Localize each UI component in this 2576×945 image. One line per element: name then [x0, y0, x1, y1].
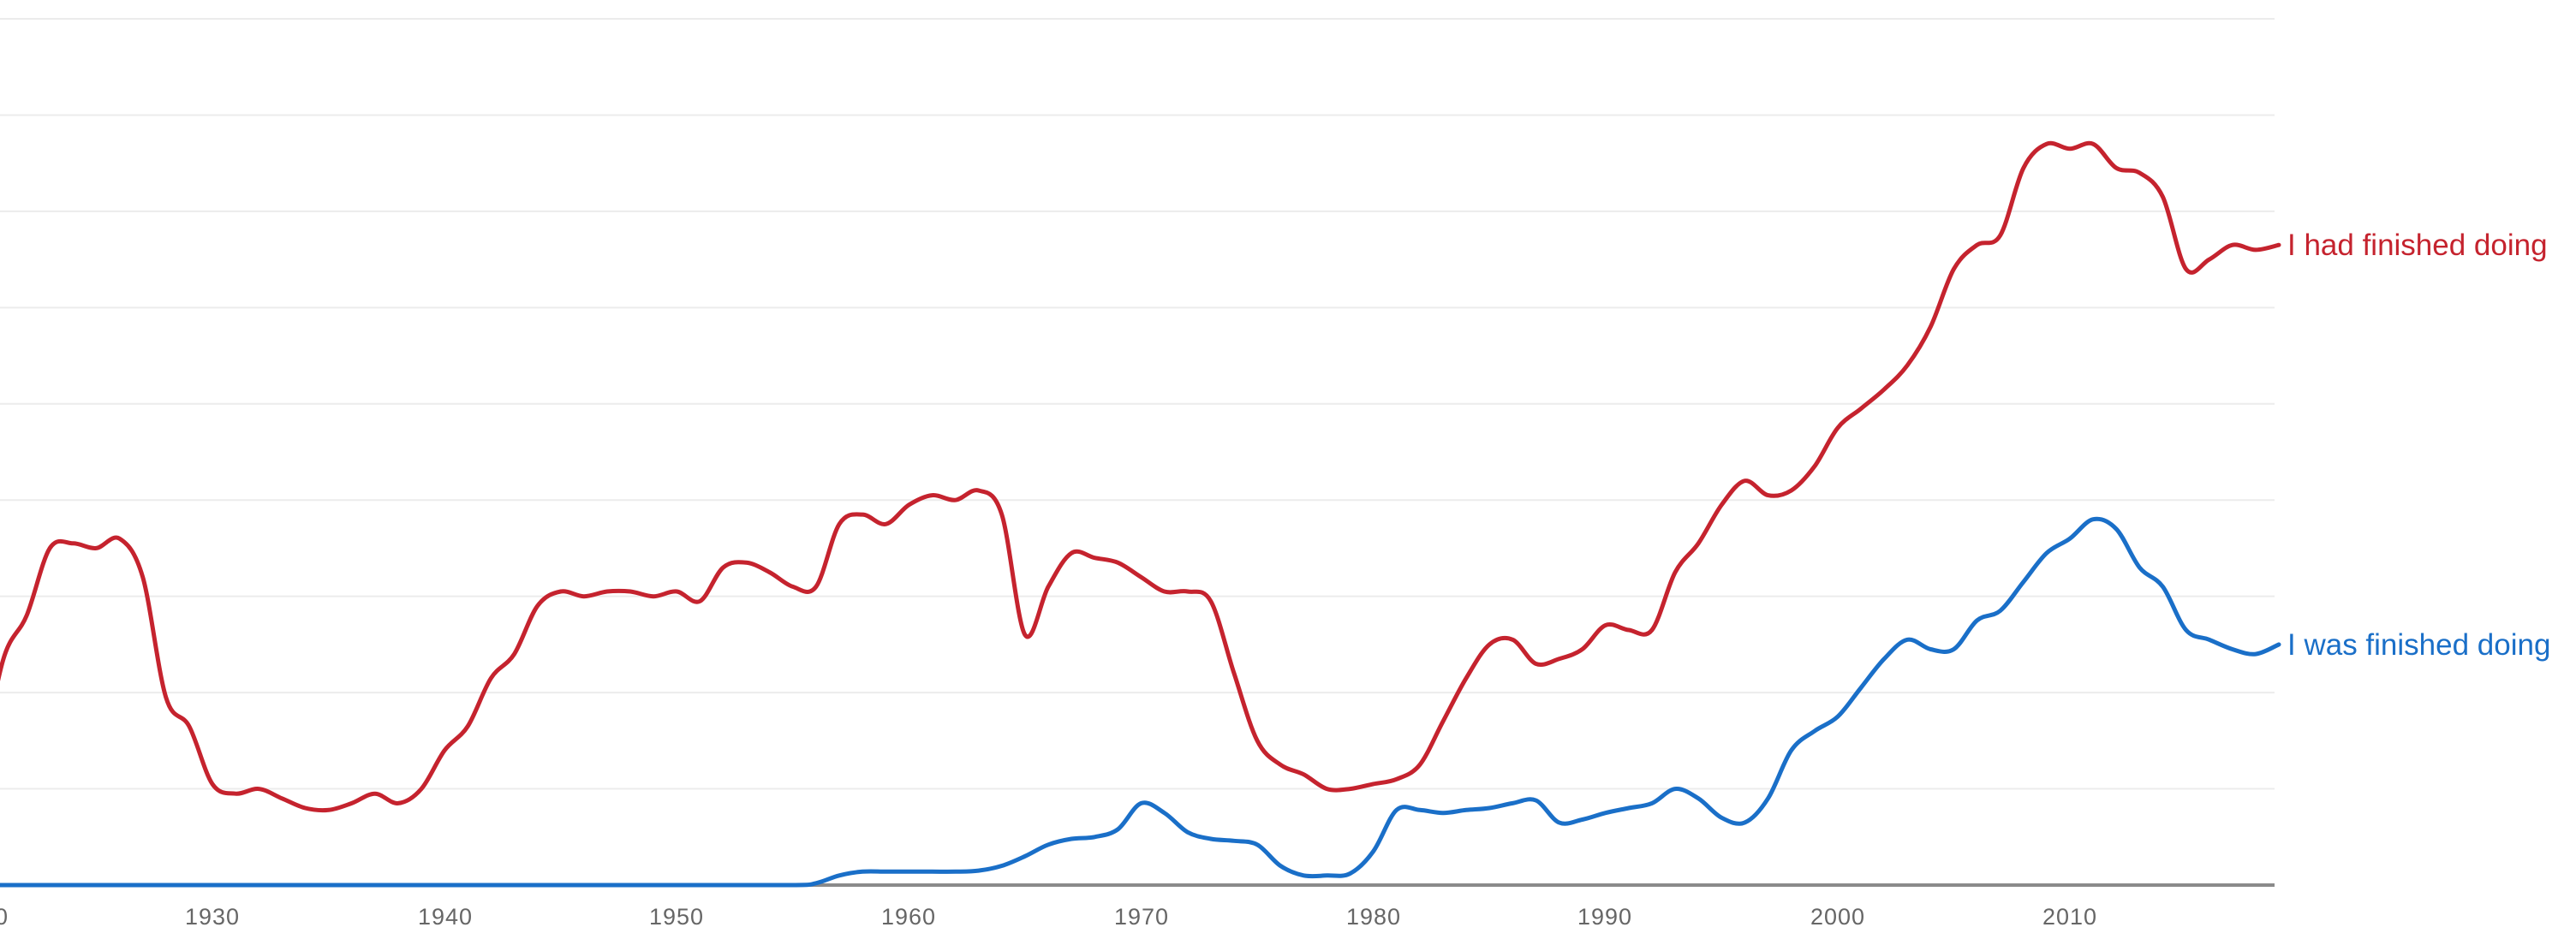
series-lines[interactable]: [0, 140, 2281, 888]
x-tick-label: 1980: [1346, 904, 1401, 930]
x-tick-label: 1950: [649, 904, 704, 930]
series-labels: I had finished doing I was finished doing: [2287, 229, 2550, 662]
x-tick-label: 1940: [418, 904, 473, 930]
gridlines: [0, 18, 2275, 790]
series-line-1[interactable]: [0, 516, 2281, 888]
series-line-0[interactable]: [0, 140, 2281, 813]
x-tick-label: 1960: [881, 904, 936, 930]
x-tick-label: 1990: [1577, 904, 1632, 930]
x-tick-label-clipped: 0: [0, 904, 9, 930]
x-tick-label: 2000: [1810, 904, 1865, 930]
x-tick-label: 1930: [185, 904, 240, 930]
x-axis-ticks: 1930 1940 1950 1960 1970 1980 1990 2000 2010 0: [0, 904, 2097, 930]
series-label-0: I had finished doing: [2287, 229, 2548, 262]
x-tick-label: 1970: [1114, 904, 1169, 930]
series-label-1: I was finished doing: [2287, 628, 2550, 662]
x-tick-label: 2010: [2042, 904, 2097, 930]
